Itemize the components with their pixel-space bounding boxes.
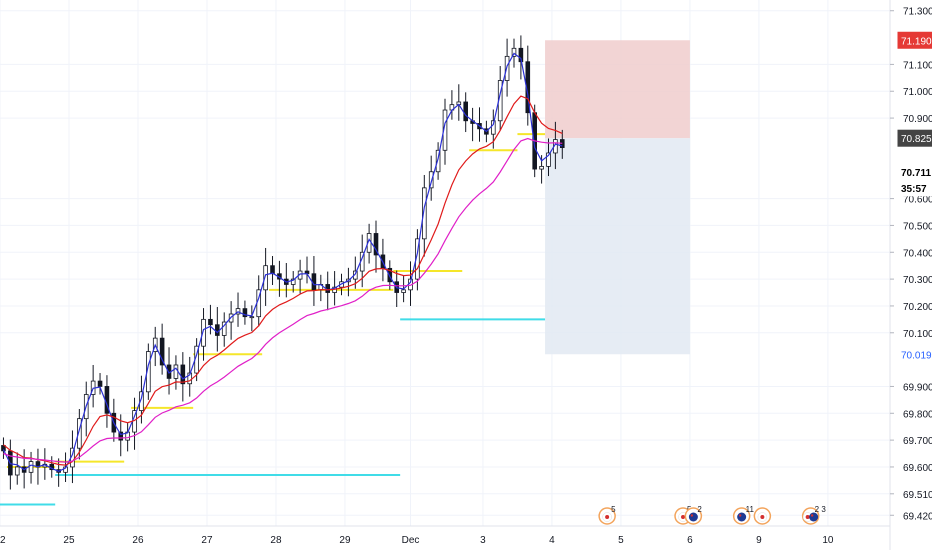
y-tick-label: 70.900 <box>903 114 932 125</box>
x-tick-label: 26 <box>132 535 144 546</box>
candle-up <box>401 289 406 293</box>
stop-loss-box <box>545 40 690 139</box>
price-tag-bg <box>897 179 932 197</box>
candle-down <box>118 431 124 441</box>
candle-up <box>249 316 255 319</box>
flag-australia-dot <box>738 514 742 517</box>
candle-down <box>97 380 103 387</box>
x-tick-label: 4 <box>549 535 555 546</box>
price-axis[interactable]: 71.300 71.100 71.000 70.900 70.600 70.500 70.4… <box>890 7 932 523</box>
candle-up <box>422 187 427 240</box>
x-tick-label: 5 <box>618 535 624 546</box>
y-tick-label: 70.500 <box>903 221 932 232</box>
flag-australia-dot <box>810 514 814 517</box>
candle-up <box>201 318 206 347</box>
price-tag-label: 70.825 <box>901 134 932 145</box>
candle-down <box>518 47 524 63</box>
price-tag-bg <box>897 346 932 364</box>
candle-up <box>511 47 517 57</box>
candle-up <box>428 171 434 189</box>
x-tick-label: 6 <box>687 535 693 546</box>
price-tags: 71.190 70.825 70.711 35:57 70.019 <box>897 31 932 364</box>
x-tick-label: 29 <box>339 535 351 546</box>
price-tag-label: 70.711 <box>901 168 931 179</box>
y-tick-label: 69.510 <box>903 490 932 501</box>
candle-up <box>546 152 551 167</box>
y-tick-label: 70.400 <box>903 248 932 259</box>
ma-line-1 <box>2 52 563 472</box>
moving-averages <box>2 52 563 472</box>
y-tick-label: 71.000 <box>903 87 932 98</box>
y-tick-label: 69.600 <box>903 463 932 474</box>
price-tag-label: 70.019 <box>901 351 932 362</box>
y-tick-label: 70.100 <box>903 329 932 340</box>
candle-down <box>215 324 220 336</box>
candle-down <box>270 265 275 275</box>
y-tick-label: 69.900 <box>903 382 932 393</box>
position-boxes <box>545 40 690 355</box>
flag-japan-dot <box>681 515 686 519</box>
y-tick-label: 70.600 <box>903 195 932 206</box>
flag-japan-dot <box>605 515 610 519</box>
flag-japan-dot <box>760 515 765 519</box>
x-tick-label: 27 <box>201 535 213 546</box>
y-tick-label: 71.300 <box>903 7 932 18</box>
candle-up <box>173 364 179 379</box>
flag-australia-dot <box>690 514 694 517</box>
candle-up <box>139 391 144 412</box>
event-count: 2 <box>697 505 702 514</box>
y-tick-label: 69.700 <box>903 436 932 447</box>
candle-up <box>490 120 496 135</box>
y-tick-label: 70.200 <box>903 302 932 313</box>
y-tick-label: 69.420 <box>903 511 932 522</box>
x-tick-label: 28 <box>270 535 282 546</box>
candle-down <box>373 233 379 256</box>
x-tick-label: 3 <box>480 535 486 546</box>
candle-down <box>242 308 248 318</box>
candle-down <box>180 364 186 385</box>
candle-up <box>28 461 34 473</box>
candle-down <box>208 318 213 326</box>
time-axis[interactable]: 22 25 26 27 28 29 Dec 3 4 5 6 9 10 <box>0 535 834 546</box>
candle-up <box>290 278 296 285</box>
x-tick-label: 25 <box>63 535 75 546</box>
y-tick-label: 70.300 <box>903 275 932 286</box>
take-profit-box <box>545 138 690 355</box>
chart-background <box>0 0 890 526</box>
price-tag-label: 35:57 <box>901 184 927 195</box>
event-count: 5 <box>611 505 616 514</box>
x-tick-label: 10 <box>822 535 834 546</box>
y-tick-label: 71.100 <box>903 60 932 71</box>
candles <box>1 35 565 490</box>
price-tag-bg <box>897 31 932 49</box>
y-tick-label: 69.800 <box>903 409 932 420</box>
candle-up <box>77 418 82 449</box>
candle-up <box>14 466 20 476</box>
event-markers[interactable]: 552112 3 <box>598 505 827 525</box>
x-tick-label: 22 <box>0 535 6 546</box>
ma-line-2 <box>3 95 563 466</box>
candle-up <box>221 321 227 336</box>
flag-japan-dot <box>805 515 810 519</box>
x-tick-label: Dec <box>402 535 420 546</box>
ma-line-3 <box>3 137 563 463</box>
candle-down <box>463 101 468 122</box>
x-tick-label: 9 <box>756 535 762 546</box>
candle-up <box>435 149 441 173</box>
candle-down <box>159 337 165 366</box>
candle-up <box>263 265 268 291</box>
price-tag-bg <box>897 129 932 147</box>
event-count: 11 <box>746 505 755 514</box>
candle-up <box>539 165 544 170</box>
event-count: 2 3 <box>815 505 827 514</box>
price-tag-label: 71.190 <box>901 36 932 47</box>
